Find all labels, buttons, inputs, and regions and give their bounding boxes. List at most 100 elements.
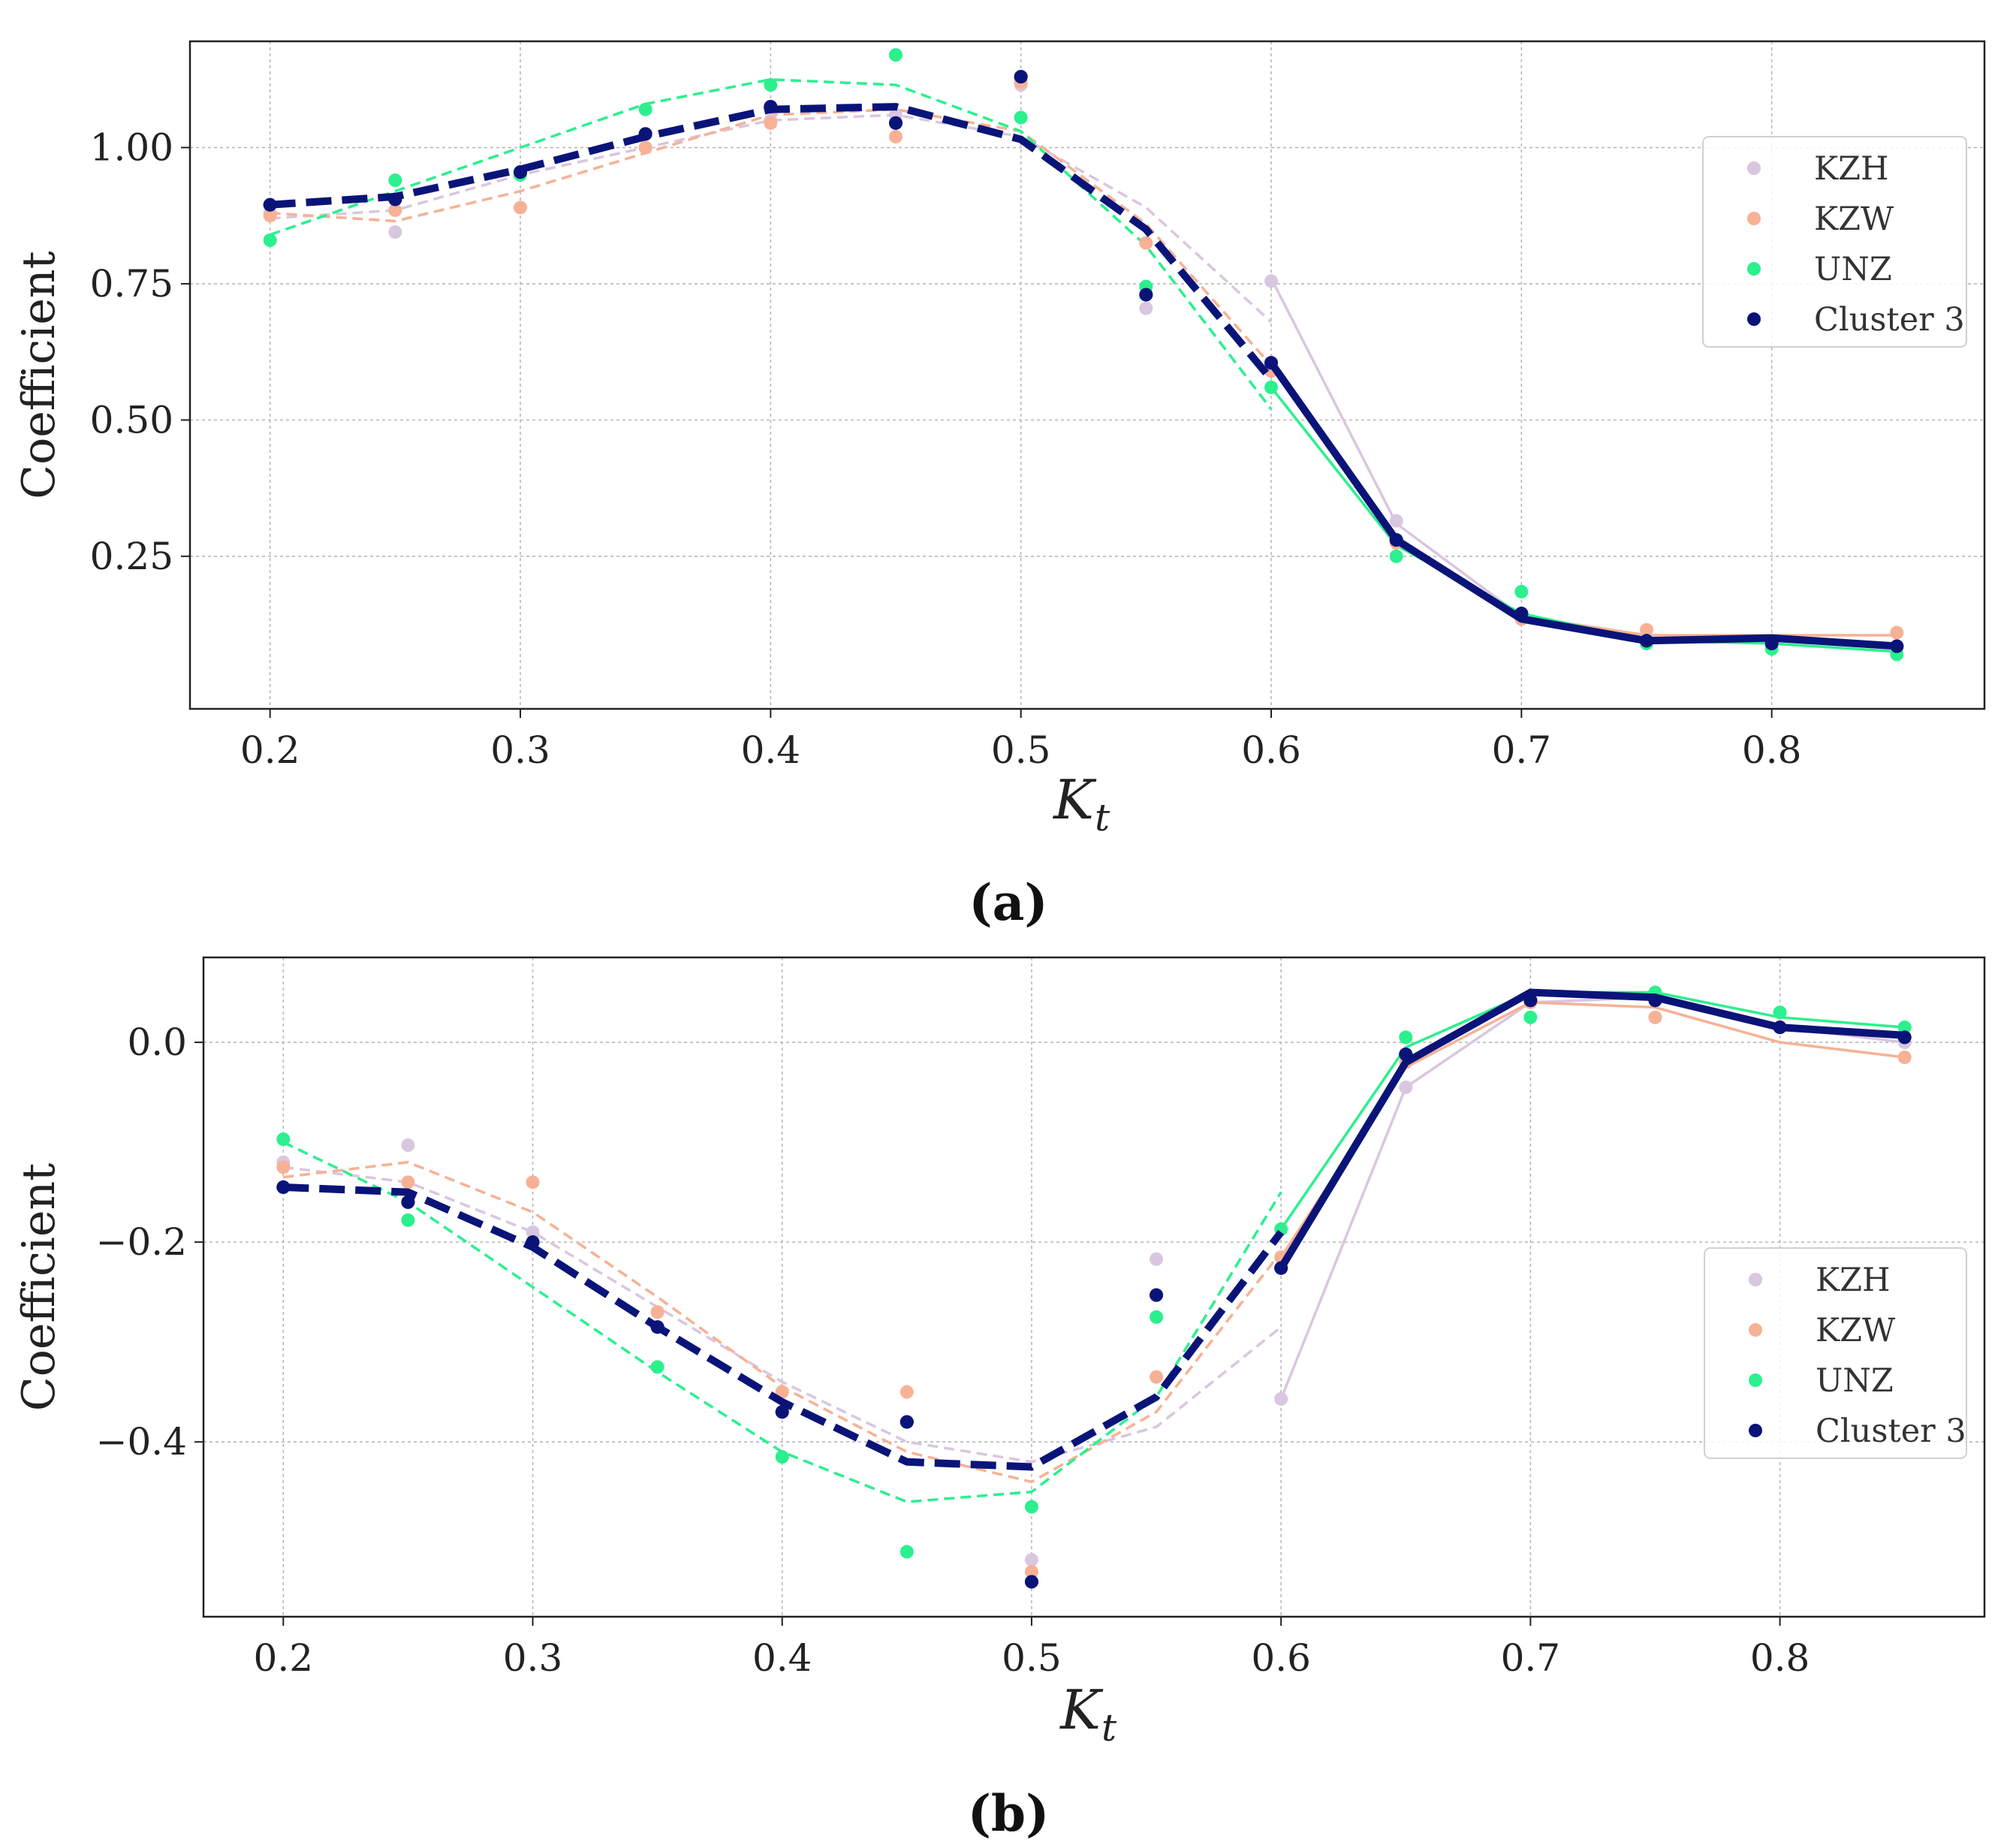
legend-marker: [1749, 1273, 1762, 1286]
x-tick-label: 0.5: [991, 728, 1051, 772]
series-dashed-line: [270, 78, 1273, 410]
cluster-point: [775, 1405, 789, 1419]
legend-label: Cluster 3: [1816, 1412, 1966, 1450]
cluster-solid-line: [1277, 988, 1906, 1271]
data-point: [638, 140, 652, 155]
data-point: [650, 1360, 664, 1374]
data-point: [388, 203, 402, 217]
cluster-point: [1897, 1030, 1912, 1045]
x-tick-label: 0.8: [1750, 1636, 1810, 1680]
data-point: [1640, 623, 1653, 637]
legend: KZH KZW UNZ Cluster 3: [1702, 136, 1967, 348]
data-point: [1014, 110, 1028, 125]
data-point: [526, 1175, 540, 1189]
cluster-solid-line: [1267, 360, 1897, 650]
data-point: [1139, 236, 1153, 250]
x-tick-label: 0.6: [1241, 728, 1301, 772]
data-point: [1897, 1051, 1912, 1065]
legend-marker: [1747, 212, 1761, 225]
x-tick-label: 0.6: [1251, 1636, 1311, 1680]
data-point: [401, 1138, 415, 1153]
cluster-point: [514, 165, 527, 179]
cluster-dashed-line: [283, 1183, 1285, 1471]
x-tick-label: 0.5: [1002, 1636, 1062, 1680]
data-point: [764, 116, 778, 130]
data-point: [401, 1175, 415, 1189]
data-point: [276, 1160, 291, 1174]
data-point: [1389, 549, 1403, 563]
axes-frame: [202, 956, 1986, 1618]
legend-marker: [1747, 262, 1761, 276]
axes-frame: [188, 40, 1986, 710]
data-point: [263, 209, 277, 223]
x-tick-label: 0.8: [1742, 728, 1802, 772]
data-point: [889, 48, 903, 62]
data-point: [764, 78, 778, 92]
data-point: [1890, 626, 1904, 640]
cluster-point: [1139, 288, 1153, 302]
data-point: [900, 1385, 914, 1399]
cluster-point: [1523, 993, 1538, 1008]
panel-caption: (a): [969, 873, 1047, 932]
legend-label: UNZ: [1816, 1362, 1894, 1400]
legend-label: KZH: [1816, 1262, 1891, 1299]
y-tick-label: 1.00: [90, 126, 173, 170]
y-tick-label: 0.50: [90, 398, 173, 442]
data-point: [263, 233, 277, 247]
y-tick-label: −0.2: [96, 1220, 187, 1264]
x-tick-label: 0.3: [503, 1636, 563, 1680]
x-axis-title: K: [1052, 768, 1097, 831]
cluster-point: [1640, 634, 1653, 648]
data-point: [526, 1225, 540, 1239]
data-point: [1523, 1010, 1538, 1024]
x-axis-title-subscript: t: [1095, 796, 1110, 840]
cluster-point: [1648, 993, 1662, 1008]
y-tick-label: 0.25: [90, 535, 173, 578]
x-tick-label: 0.4: [741, 728, 801, 772]
data-point: [1514, 584, 1529, 598]
legend: KZH KZW UNZ Cluster 3: [1704, 1247, 1967, 1459]
cluster-point: [638, 127, 652, 141]
data-point: [514, 200, 527, 215]
data-point: [276, 1132, 291, 1147]
cluster-point: [1773, 1020, 1787, 1035]
x-tick-label: 0.2: [240, 728, 300, 772]
y-tick-label: 0.0: [127, 1020, 187, 1064]
cluster-point: [1274, 1261, 1288, 1275]
legend-marker: [1749, 1424, 1762, 1437]
legend-marker: [1749, 1373, 1762, 1387]
cluster-point: [1014, 70, 1028, 84]
cluster-point: [1389, 533, 1403, 547]
series-dashed-line: [283, 1165, 1282, 1464]
data-point: [775, 1385, 789, 1399]
chart-a: 0.2 0.3 0.4 0.5 0.6 0.7 0.8 0.25 0.50 0.75 1.00 Coe…: [13, 40, 1986, 932]
legend-marker: [1747, 312, 1761, 326]
x-tick-label: 0.7: [1501, 1636, 1561, 1680]
legend-label: KZH: [1814, 150, 1889, 188]
cluster-point: [526, 1235, 540, 1250]
data-point: [1399, 1080, 1413, 1094]
panel-caption: (b): [968, 1784, 1050, 1843]
legend-label: KZW: [1816, 1312, 1896, 1349]
y-tick-label: 0.75: [90, 262, 173, 306]
legend-label: KZW: [1814, 200, 1894, 238]
data-point: [1024, 1553, 1038, 1567]
cluster-point: [900, 1415, 914, 1429]
cluster-point: [1399, 1048, 1413, 1062]
cluster-point: [1764, 636, 1779, 650]
cluster-point: [889, 116, 903, 130]
data-point: [388, 225, 402, 239]
legend-box: [1704, 1247, 1967, 1459]
x-tick-label: 0.4: [752, 1636, 812, 1680]
cluster-point: [388, 192, 402, 207]
cluster-point: [650, 1320, 664, 1334]
data-point: [900, 1545, 914, 1559]
x-tick-label: 0.7: [1492, 728, 1552, 772]
data-point: [1264, 274, 1278, 288]
legend-marker: [1749, 1323, 1762, 1337]
cluster-point: [276, 1180, 291, 1194]
data-point: [1139, 301, 1153, 315]
cluster-point: [263, 197, 277, 212]
y-tick-label: −0.4: [96, 1420, 187, 1464]
cluster-point: [764, 100, 778, 114]
